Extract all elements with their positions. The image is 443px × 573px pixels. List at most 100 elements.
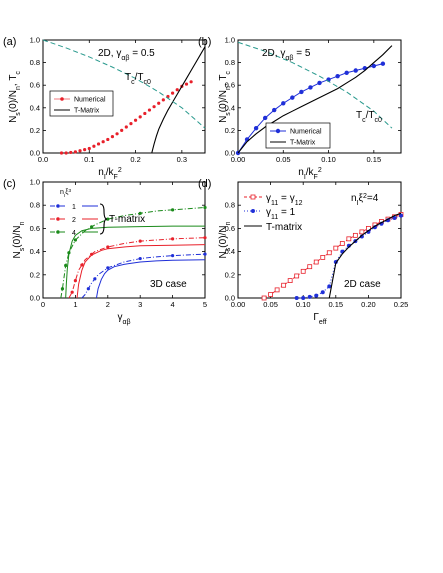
data-point xyxy=(96,142,101,146)
data-point xyxy=(106,245,110,249)
data-point xyxy=(294,296,299,300)
y-axis-label: Ns(0)/Nn, Tc xyxy=(8,71,22,123)
legend-label: Numerical xyxy=(74,97,106,104)
data-point xyxy=(268,292,274,297)
y-axis-label: Ns(0)/Nn xyxy=(12,221,26,258)
y-tick-label: 0.8 xyxy=(30,58,40,67)
data-point xyxy=(317,80,322,86)
legend-title: nIξ3 xyxy=(60,188,71,199)
x-tick-label: 0 xyxy=(41,300,45,309)
data-point xyxy=(299,89,304,95)
x-tick-label: 0.00 xyxy=(231,155,246,164)
data-point xyxy=(307,264,313,270)
legend-marker xyxy=(56,230,60,234)
data-point xyxy=(274,287,280,293)
bracket-label: T-matrix xyxy=(109,214,145,225)
data-point xyxy=(90,225,94,229)
y-tick-label: 0.8 xyxy=(225,201,235,210)
series-a-1 xyxy=(151,46,206,154)
data-point xyxy=(70,290,74,294)
y-tick-label: 1.0 xyxy=(30,178,40,187)
data-point xyxy=(64,151,68,155)
y-tick-label: 0.2 xyxy=(30,126,40,135)
legend-marker xyxy=(56,204,60,208)
data-point xyxy=(392,215,397,220)
data-point xyxy=(147,108,152,112)
plot-frame xyxy=(237,181,402,299)
data-point xyxy=(171,254,175,258)
data-point xyxy=(300,268,306,274)
x-tick-label: 0.05 xyxy=(276,155,291,164)
y-tick-label: 1.0 xyxy=(30,36,40,45)
data-point xyxy=(171,208,175,212)
data-point xyxy=(272,107,277,113)
legend-marker xyxy=(251,209,255,213)
x-tick-label: 0.1 xyxy=(84,155,94,164)
data-point xyxy=(290,95,295,100)
data-point xyxy=(294,273,300,279)
data-point xyxy=(87,146,91,151)
legend-marker xyxy=(56,217,60,221)
series-c-4 xyxy=(76,244,206,299)
series-line xyxy=(296,215,402,299)
data-point xyxy=(80,263,84,267)
data-point xyxy=(106,266,110,270)
data-point xyxy=(124,125,128,129)
panel-annotation: 2D, γαβ = 5 xyxy=(262,48,311,62)
data-point xyxy=(281,282,287,288)
y-tick-label: 0.4 xyxy=(30,103,40,112)
x-tick-label: 1 xyxy=(73,300,77,309)
series-c-2 xyxy=(60,205,207,299)
data-point xyxy=(371,63,377,69)
data-point xyxy=(352,232,358,238)
series-line xyxy=(68,237,206,299)
y-tick-label: 0.8 xyxy=(225,58,235,67)
y-tick-label: 0.2 xyxy=(225,126,235,135)
x-axis-label: Γeff xyxy=(313,312,326,326)
series-d-1 xyxy=(294,213,403,300)
series-line xyxy=(60,207,206,299)
header-label: nIξ2=4 xyxy=(351,193,379,207)
legend-label: 2 xyxy=(72,217,76,224)
series-line xyxy=(95,259,206,299)
data-point xyxy=(184,82,189,86)
data-point xyxy=(110,135,115,139)
y-tick-label: 0.0 xyxy=(30,294,40,303)
y-tick-label: 0.4 xyxy=(225,247,235,256)
x-tick-label: 0.20 xyxy=(361,300,376,309)
data-point xyxy=(189,80,193,84)
x-tick-label: 0.05 xyxy=(263,300,278,309)
series-a-2 xyxy=(42,39,206,129)
panel-annotation: 2D case xyxy=(344,279,381,290)
legend-box xyxy=(265,122,331,149)
data-point xyxy=(308,85,313,90)
x-axis-label: nI/kF2 xyxy=(298,167,322,181)
series-line xyxy=(237,41,393,129)
data-point xyxy=(335,73,340,79)
series-line xyxy=(42,39,206,129)
data-point xyxy=(115,132,119,136)
data-point xyxy=(73,150,77,154)
series-c-0 xyxy=(81,252,207,299)
x-tick-label: 0.10 xyxy=(321,155,336,164)
data-point xyxy=(143,111,147,116)
series-line xyxy=(237,45,393,154)
x-tick-label: 0.0 xyxy=(38,155,48,164)
legend-label: γ11 = 1 xyxy=(266,207,296,221)
legend-label: T-matrix xyxy=(266,222,302,233)
series-b-1 xyxy=(237,45,393,154)
data-point xyxy=(152,105,156,109)
series-c-5 xyxy=(65,225,205,299)
data-point xyxy=(353,68,358,73)
curve-label: Tc/Tc0 xyxy=(356,110,382,124)
data-point xyxy=(64,263,68,268)
y-tick-label: 0.2 xyxy=(30,270,40,279)
series-line xyxy=(81,253,206,299)
x-tick-label: 0.00 xyxy=(231,300,246,309)
series-line xyxy=(65,225,205,299)
data-point xyxy=(83,148,87,152)
x-axis-label: nI/kF2 xyxy=(98,167,122,181)
plot-frame xyxy=(42,39,206,154)
